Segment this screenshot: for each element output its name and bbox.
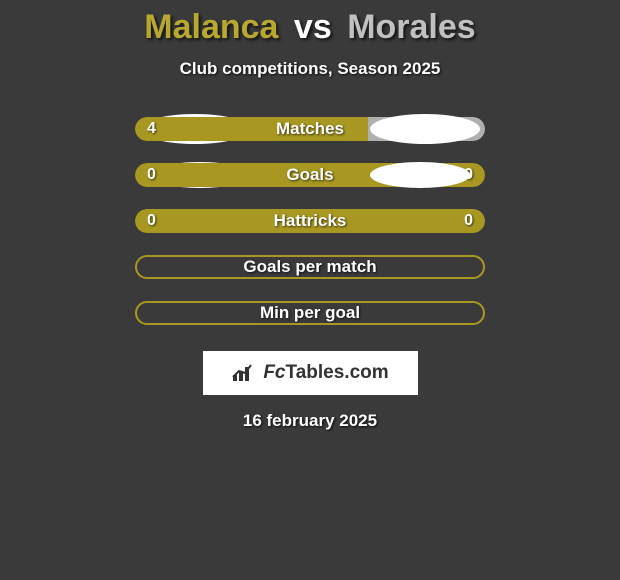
subtitle: Club competitions, Season 2025 xyxy=(180,59,441,79)
stat-bar: 0 Hattricks 0 xyxy=(135,209,485,233)
stat-label: Min per goal xyxy=(260,303,360,323)
stat-row: 0 Hattricks 0 xyxy=(135,209,485,233)
player2-ellipse xyxy=(370,162,470,188)
logo-text: FcTables.com xyxy=(263,362,388,384)
stats-list: 4Matches20Goals00Hattricks0Goals per mat… xyxy=(135,117,485,347)
player1-name: Malanca xyxy=(144,8,278,46)
infographic-container: Malanca vs Morales Club competitions, Se… xyxy=(0,0,620,431)
stat-left-value: 0 xyxy=(147,166,156,184)
stat-left-value: 0 xyxy=(147,212,156,230)
player2-ellipse xyxy=(370,114,480,144)
stat-row: 4Matches2 xyxy=(135,117,485,141)
logo-box: FcTables.com xyxy=(203,351,418,395)
stat-label: Hattricks xyxy=(274,211,347,231)
date-text: 16 february 2025 xyxy=(243,411,377,431)
stat-row: 0Goals0 xyxy=(135,163,485,187)
stat-label: Goals per match xyxy=(243,257,376,277)
stat-bar: Min per goal xyxy=(135,301,485,325)
stat-right-value: 0 xyxy=(464,212,473,230)
vs-text: vs xyxy=(294,8,332,46)
player2-name: Morales xyxy=(347,8,476,46)
stat-row: Goals per match xyxy=(135,255,485,279)
page-title: Malanca vs Morales xyxy=(144,8,475,47)
stat-label: Goals xyxy=(286,165,333,185)
chart-icon xyxy=(231,363,259,383)
stat-bar: Goals per match xyxy=(135,255,485,279)
stat-label: Matches xyxy=(276,119,344,139)
stat-left-value: 4 xyxy=(147,120,156,138)
logo: FcTables.com xyxy=(231,362,388,384)
stat-row: Min per goal xyxy=(135,301,485,325)
